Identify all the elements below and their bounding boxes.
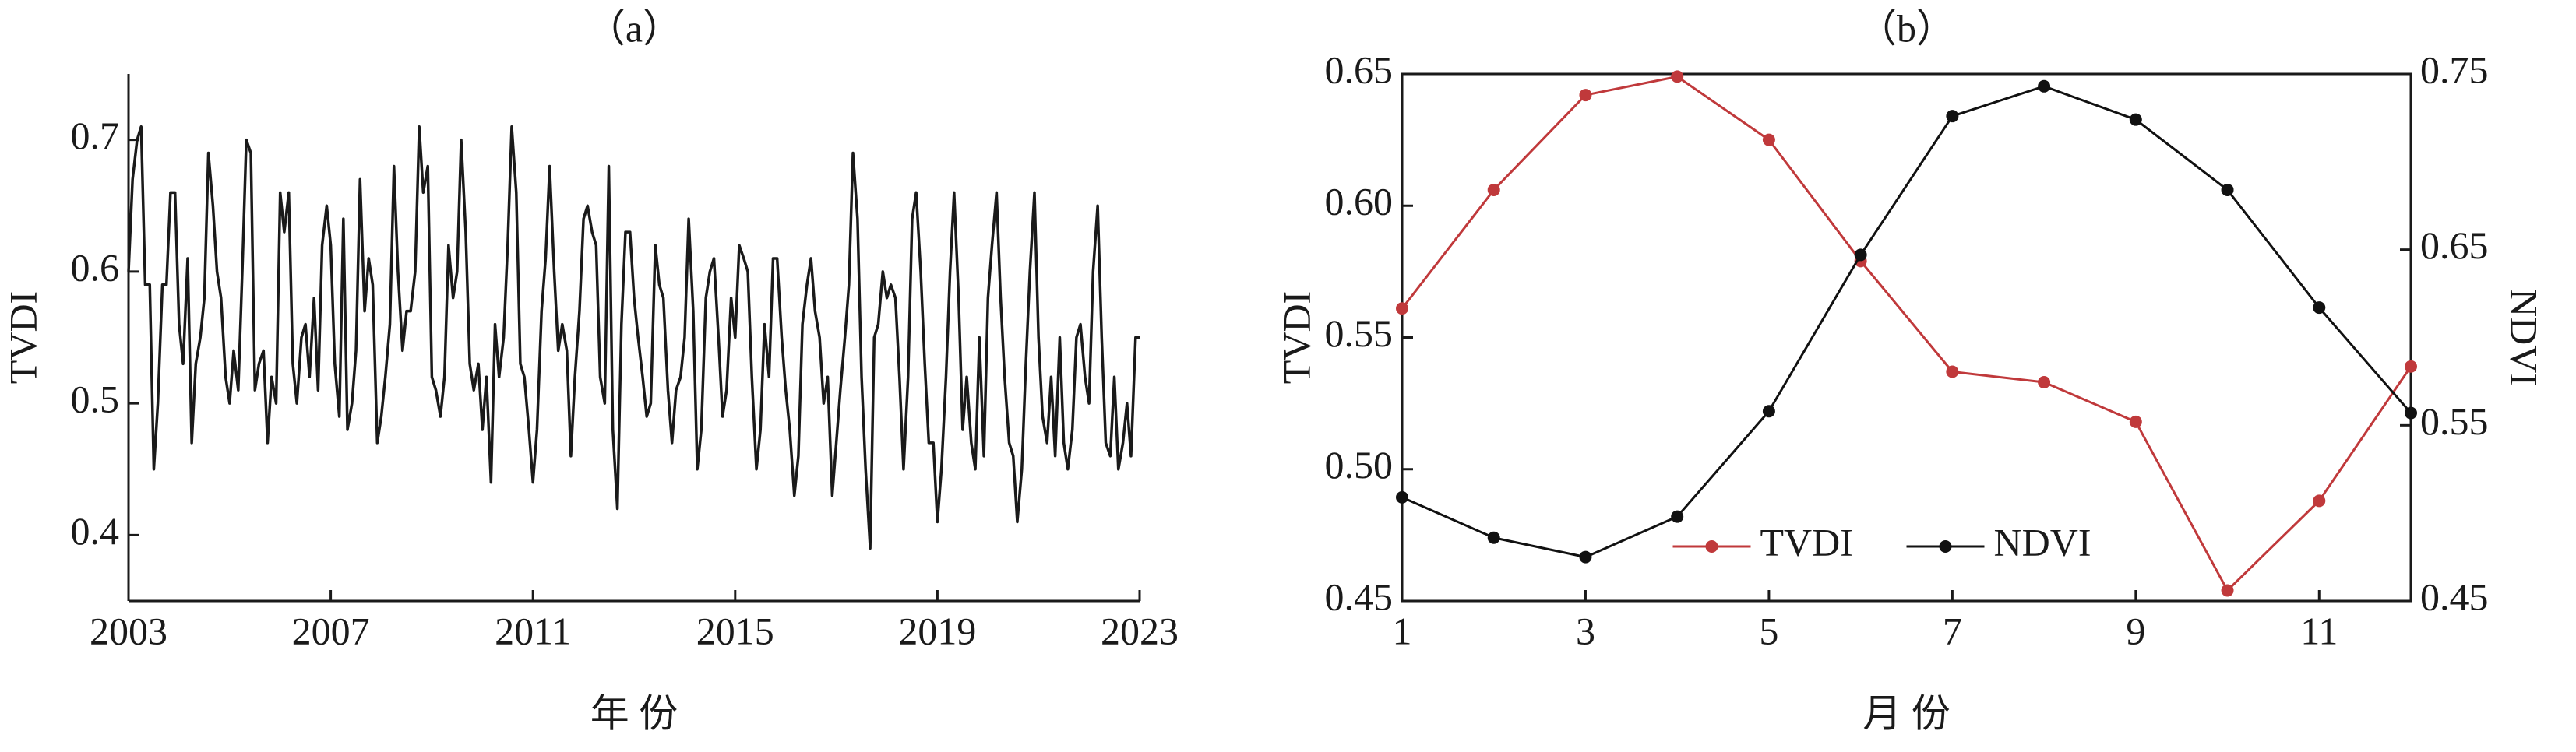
y-axis-label: TVDI <box>1274 291 1318 384</box>
data-point <box>1854 248 1867 262</box>
y2-axis-label: NDVI <box>2503 289 2546 386</box>
y2-tick-label: 0.65 <box>2420 223 2489 267</box>
data-point <box>2313 494 2326 508</box>
data-point <box>2129 415 2142 428</box>
x-tick-label: 1 <box>1393 609 1412 652</box>
data-point <box>1762 133 1775 146</box>
y-tick-label: 0.4 <box>71 509 120 553</box>
x-tick-label: 2007 <box>292 609 370 652</box>
data-point <box>1946 110 1959 123</box>
data-point <box>2405 360 2417 373</box>
data-point <box>1671 510 1684 523</box>
x-tick-label: 2011 <box>495 609 571 652</box>
x-tick-label: 2019 <box>898 609 976 652</box>
data-point <box>1396 302 1408 315</box>
data-line <box>1401 75 2412 592</box>
x-tick-label: 2023 <box>1101 609 1179 652</box>
y-tick-label: 0.7 <box>71 114 120 157</box>
data-point <box>1396 490 1408 504</box>
legend-marker <box>1939 540 1952 553</box>
x-tick-label: 5 <box>1759 609 1778 652</box>
x-tick-label: 9 <box>2126 609 2145 652</box>
x-axis-label: 月 份 <box>1862 691 1951 735</box>
plot-frame <box>1401 72 2412 603</box>
data-line <box>1401 85 2412 559</box>
data-point <box>1579 550 1592 564</box>
y2-tick-label: 0.55 <box>2420 399 2489 443</box>
data-point <box>2038 79 2051 93</box>
x-tick-label: 2015 <box>696 609 774 652</box>
y-tick-label: 0.6 <box>71 245 120 289</box>
legend-marker <box>1705 540 1718 553</box>
data-line <box>127 125 1140 550</box>
y2-tick-label: 0.45 <box>2420 575 2489 618</box>
x-tick-label: 11 <box>2300 609 2338 652</box>
data-point <box>2221 584 2234 597</box>
data-point <box>1579 89 1592 102</box>
data-point <box>2221 183 2234 196</box>
data-point <box>2405 406 2417 420</box>
legend-label: NDVI <box>1994 520 2091 564</box>
y2-tick-label: 0.75 <box>2420 47 2489 91</box>
x-tick-label: 7 <box>1943 609 1962 652</box>
data-point <box>2313 301 2326 315</box>
x-axis-label: 年 份 <box>590 691 678 735</box>
chart-title: （a） <box>587 6 682 50</box>
data-point <box>1487 531 1500 544</box>
data-point <box>1671 70 1684 83</box>
y-tick-label: 0.65 <box>1325 47 1394 91</box>
chart-title: （b） <box>1858 6 1955 50</box>
y-tick-label: 0.55 <box>1325 311 1394 355</box>
y-tick-label: 0.50 <box>1325 443 1394 487</box>
data-point <box>2129 113 2142 126</box>
x-tick-label: 2003 <box>90 609 167 652</box>
y-tick-label: 0.5 <box>71 378 120 421</box>
y-axis-label: TVDI <box>1 291 44 384</box>
x-tick-label: 3 <box>1576 609 1595 652</box>
data-point <box>1487 183 1500 196</box>
y-tick-label: 0.60 <box>1325 180 1394 223</box>
data-point <box>1762 405 1775 418</box>
data-point <box>2038 376 2051 389</box>
legend-label: TVDI <box>1760 520 1853 564</box>
y-tick-label: 0.45 <box>1325 575 1394 618</box>
data-point <box>1946 365 1959 378</box>
